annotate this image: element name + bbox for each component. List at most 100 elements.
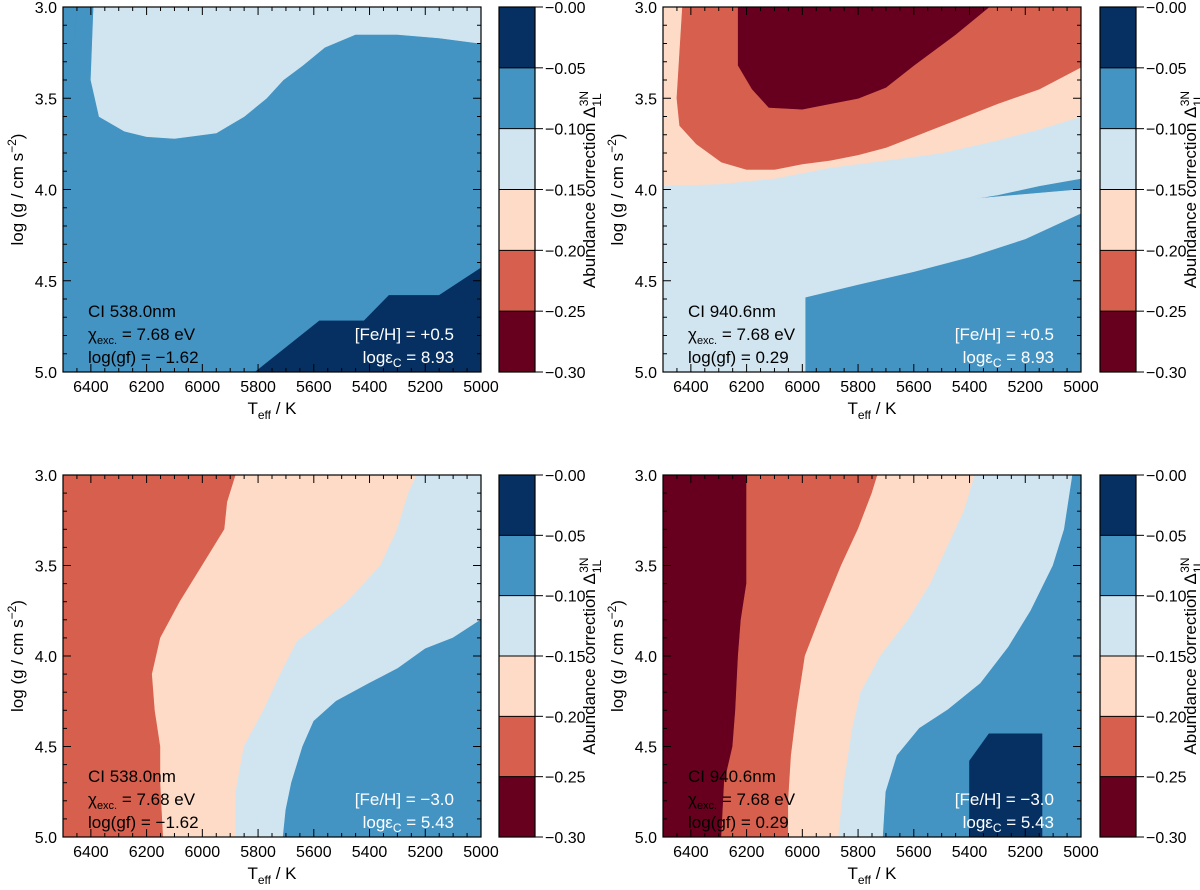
colorbar-tick-label: −0.30 — [545, 365, 586, 382]
y-tick-label: 4.0 — [35, 649, 57, 666]
y-tick-label: 4.5 — [635, 740, 657, 757]
y-tick-label: 3.5 — [635, 91, 657, 108]
colorbar-tick-label: −0.05 — [545, 528, 586, 545]
panel-2: 6400 6200 6000 5800 5600 5400 5200 5000 3.0 3.5 4.… — [605, 0, 1200, 422]
colorbar-segment — [1100, 716, 1136, 777]
x-tick-label: 5000 — [463, 379, 499, 396]
y-tick-label: 4.0 — [35, 183, 57, 200]
colorbar-tick-label: −0.00 — [1146, 0, 1187, 17]
contour-area — [63, 475, 481, 837]
x-tick-label: 5400 — [952, 844, 988, 861]
colorbar-segment — [1100, 535, 1136, 596]
y-axis-label: log (g / cm s−2) — [605, 600, 627, 712]
colorbar-segment — [1100, 776, 1136, 837]
colorbar-segment — [499, 128, 535, 190]
colorbar-tick-label: −0.05 — [545, 61, 586, 78]
loggf-label: log(gf) = −1.62 — [88, 813, 199, 832]
x-tick-label: 5600 — [296, 379, 332, 396]
abundance-label: logεC = 8.93 — [963, 348, 1054, 370]
contour-region-2 — [90, 7, 481, 139]
colorbar-tick-label: −0.25 — [1146, 770, 1187, 787]
colorbar-tick-label: −0.30 — [545, 830, 586, 847]
contour-area — [663, 7, 1081, 372]
colorbar-segment — [1100, 475, 1136, 536]
y-axis-label: log (g / cm s−2) — [5, 600, 27, 712]
y-tick-label: 5.0 — [35, 830, 57, 847]
x-tick-label: 5000 — [1063, 844, 1099, 861]
colorbar-tick-label: −0.00 — [545, 468, 586, 485]
colorbar-segment — [1100, 656, 1136, 717]
loggf-label: log(gf) = 0.29 — [688, 348, 789, 367]
colorbar-tick-label: −0.20 — [545, 709, 586, 726]
colorbar-label: Abundance correction Δ1L3N — [1178, 557, 1200, 754]
x-axis-label: Teff / K — [247, 864, 297, 887]
colorbar-segment — [499, 250, 535, 312]
colorbar: −0.30 −0.25 −0.20 −0.15 −0.10 −0.05 −0.00 Abund… — [1099, 468, 1200, 847]
y-tick-label: 5.0 — [35, 365, 57, 382]
colorbar-tick-label: −0.20 — [545, 243, 586, 260]
y-tick-label: 3.0 — [635, 0, 657, 17]
colorbar-tick-label: −0.10 — [1146, 122, 1187, 139]
colorbar-tick-label: −0.10 — [545, 122, 586, 139]
contour-region-3 — [63, 7, 78, 44]
colorbar-tick-label: −0.15 — [1146, 649, 1187, 666]
colorbar-segment — [499, 7, 535, 68]
colorbar-segment — [1100, 189, 1136, 251]
line-label: CI 538.0nm — [88, 767, 176, 786]
colorbar-tick-label: −0.25 — [1146, 304, 1187, 321]
colorbar-label: Abundance correction Δ1L3N — [577, 91, 604, 288]
colorbar-segment — [1100, 250, 1136, 312]
colorbar-tick-label: −0.15 — [1146, 183, 1187, 200]
x-tick-label: 6400 — [73, 844, 109, 861]
colorbar-segment — [1100, 311, 1136, 372]
y-tick-label: 5.0 — [635, 830, 657, 847]
x-tick-label: 6400 — [673, 379, 709, 396]
y-axis-label: log (g / cm s−2) — [5, 134, 27, 246]
contour-region-4 — [282, 619, 481, 837]
y-tick-label: 4.5 — [35, 740, 57, 757]
y-tick-label: 4.5 — [35, 274, 57, 291]
x-tick-label: 6200 — [129, 844, 165, 861]
excitation-label: χexc. = 7.68 eV — [88, 790, 196, 812]
x-tick-label: 5600 — [296, 844, 332, 861]
x-tick-label: 6000 — [185, 844, 221, 861]
metallicity-label: [Fe/H] = −3.0 — [955, 790, 1054, 809]
colorbar-tick-label: −0.30 — [1146, 365, 1187, 382]
x-tick-label: 5200 — [407, 379, 443, 396]
colorbar-tick-label: −0.15 — [545, 183, 586, 200]
x-tick-label: 5200 — [407, 844, 443, 861]
x-axis-label: Teff / K — [847, 399, 897, 422]
y-tick-label: 3.0 — [635, 468, 657, 485]
colorbar-tick-label: −0.05 — [1146, 61, 1187, 78]
panel-4: 6400 6200 6000 5800 5600 5400 5200 5000 3.0 3.5 4.… — [605, 468, 1200, 887]
y-tick-label: 3.0 — [35, 0, 57, 17]
x-tick-label: 5600 — [896, 379, 932, 396]
contour-region-4 — [254, 267, 481, 372]
y-tick-label: 3.5 — [35, 91, 57, 108]
colorbar-segment — [1100, 128, 1136, 190]
y-axis-label: log (g / cm s−2) — [605, 134, 627, 246]
colorbar-tick-label: −0.00 — [1146, 468, 1187, 485]
colorbar-label: Abundance correction Δ1L3N — [577, 557, 604, 754]
colorbar-tick-label: −0.30 — [1146, 830, 1187, 847]
x-tick-label: 6000 — [785, 844, 821, 861]
contour-region-3 — [663, 189, 1081, 372]
metallicity-label: [Fe/H] = +0.5 — [355, 325, 454, 344]
colorbar-segment — [1100, 67, 1136, 129]
contour-region-6 — [737, 7, 990, 110]
x-tick-label: 5400 — [952, 379, 988, 396]
metallicity-label: [Fe/H] = −3.0 — [355, 790, 454, 809]
x-tick-label: 5800 — [240, 379, 276, 396]
x-tick-label: 6200 — [729, 379, 765, 396]
loggf-label: log(gf) = 0.29 — [688, 813, 789, 832]
line-label: CI 940.6nm — [688, 767, 776, 786]
x-tick-label: 5800 — [840, 379, 876, 396]
colorbar-tick-label: −0.20 — [1146, 243, 1187, 260]
x-tick-label: 5000 — [1063, 379, 1099, 396]
colorbar-tick-label: −0.00 — [545, 0, 586, 17]
y-tick-label: 3.5 — [35, 559, 57, 576]
excitation-label: χexc. = 7.68 eV — [88, 325, 196, 347]
colorbar-tick-label: −0.20 — [1146, 709, 1187, 726]
x-tick-label: 5200 — [1007, 844, 1043, 861]
